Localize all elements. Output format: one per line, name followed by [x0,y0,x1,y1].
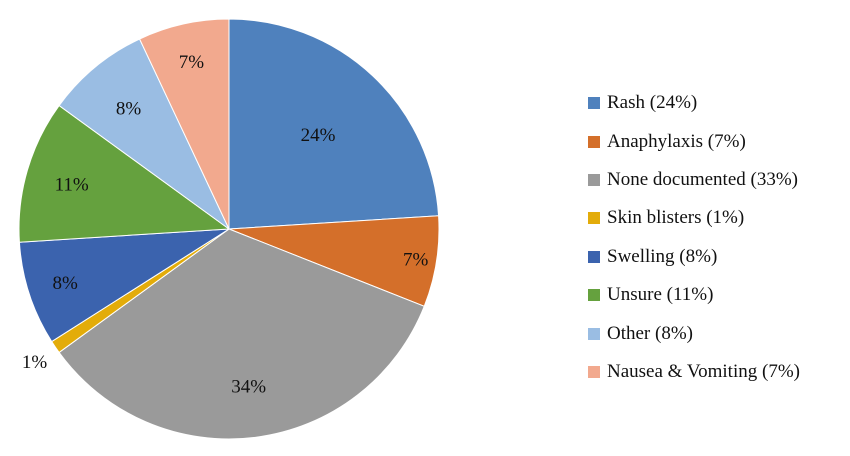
data-label-anaphylaxis: 7% [403,250,429,271]
pie-slice-rash [228,18,440,230]
legend-label-swelling: Swelling (8%) [607,245,718,267]
legend-item-other: Other (8%) [588,314,800,352]
legend-item-nausea-vomiting: Nausea & Vomiting (7%) [588,353,800,391]
legend-label-other: Other (8%) [607,322,693,344]
legend-item-anaphylaxis: Anaphylaxis (7%) [588,122,800,160]
data-label-skin-blisters: 1% [22,352,48,373]
pie-slice-none-documented [58,228,425,440]
legend-item-skin-blisters: Skin blisters (1%) [588,199,800,237]
legend-swatch-rash [588,97,600,110]
pie-slice-unsure [18,104,231,243]
legend-swatch-unsure [588,289,600,302]
pie-slice-other [58,38,230,230]
pie-slices [18,18,440,440]
legend-swatch-anaphylaxis [588,135,600,148]
legend-label-anaphylaxis: Anaphylaxis (7%) [607,130,746,152]
legend-label-skin-blisters: Skin blisters (1%) [607,207,745,229]
legend-item-unsure: Unsure (11%) [588,276,800,314]
legend-label-unsure: Unsure (11%) [607,284,714,306]
legend-swatch-skin-blisters [588,212,600,225]
legend-swatch-none-documented [588,173,600,186]
pie-slice-nausea-vomiting [138,18,230,230]
pie-slice-swelling [18,228,230,343]
data-label-unsure: 11% [55,174,89,195]
pie-data-labels: 24% 7% 34% 1% 8% 11% 8% 7% [22,52,429,397]
legend-swatch-swelling [588,250,600,263]
data-label-rash: 24% [301,125,336,146]
legend-label-nausea-vomiting: Nausea & Vomiting (7%) [607,360,800,382]
data-label-nausea-vomiting: 7% [179,52,205,73]
data-label-swelling: 8% [53,273,79,294]
legend-item-none-documented: None documented (33%) [588,161,800,199]
data-label-other: 8% [116,99,142,120]
chart-legend: Rash (24%) Anaphylaxis (7%) None documen… [588,84,800,391]
legend-label-rash: Rash (24%) [607,92,698,114]
legend-item-swelling: Swelling (8%) [588,238,800,276]
data-label-none-documented: 34% [231,376,266,397]
legend-label-none-documented: None documented (33%) [607,168,798,190]
legend-swatch-nausea-vomiting [588,365,600,378]
legend-item-rash: Rash (24%) [588,84,800,122]
legend-swatch-other [588,327,600,340]
